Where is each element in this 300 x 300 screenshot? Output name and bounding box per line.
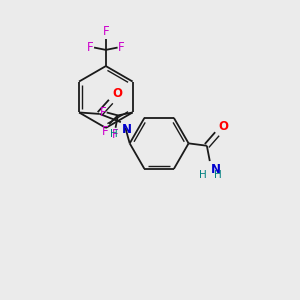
Text: F: F (118, 41, 125, 54)
Text: F: F (112, 128, 119, 141)
Text: O: O (112, 87, 122, 101)
Text: H: H (110, 129, 117, 139)
Text: F: F (102, 125, 109, 138)
Text: N: N (210, 163, 220, 176)
Text: N: N (122, 123, 131, 136)
Text: F: F (103, 25, 109, 38)
Text: O: O (218, 120, 228, 133)
Text: H: H (200, 170, 207, 180)
Text: H: H (214, 170, 222, 180)
Text: F: F (100, 106, 106, 119)
Text: F: F (87, 41, 94, 54)
